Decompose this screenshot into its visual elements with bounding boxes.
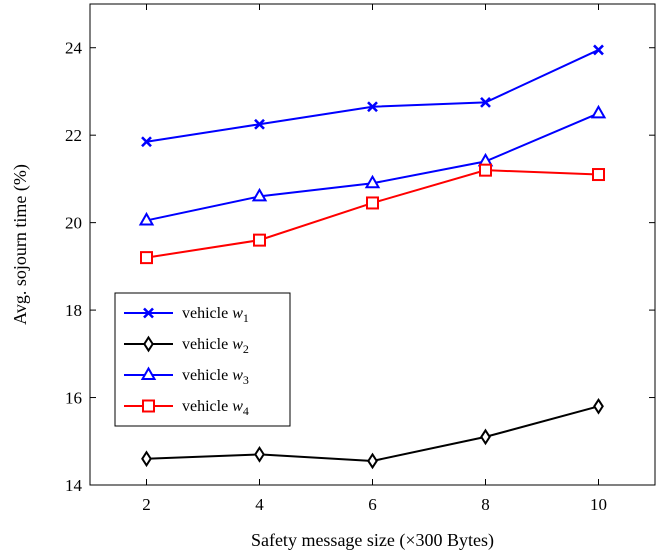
data-point <box>367 452 378 470</box>
data-point <box>140 251 153 265</box>
series-layer <box>138 44 607 470</box>
data-point <box>364 174 381 189</box>
legend-item: vehicle w4 <box>124 398 249 418</box>
legend-item: vehicle w2 <box>124 335 249 356</box>
data-point <box>138 211 155 226</box>
legend-item: vehicle w3 <box>124 366 249 387</box>
legend-item: vehicle w1 <box>124 305 249 325</box>
y-tick-label: 14 <box>65 476 83 495</box>
legend-label: vehicle w1 <box>182 305 249 325</box>
series-3 <box>138 104 607 226</box>
y-tick-label: 16 <box>65 389 82 408</box>
series-line <box>146 49 599 143</box>
x-tick-label: 4 <box>255 495 264 514</box>
x-tick-label: 2 <box>142 495 151 514</box>
y-tick-label: 18 <box>65 301 82 320</box>
legend-label: vehicle w3 <box>182 367 249 387</box>
data-point <box>141 136 152 148</box>
data-point <box>480 96 491 108</box>
x-tick-label: 6 <box>368 495 377 514</box>
data-point <box>254 118 265 130</box>
legend-marker <box>143 335 154 353</box>
data-point <box>366 196 379 210</box>
data-point <box>593 397 604 415</box>
x-tick-label: 10 <box>590 495 607 514</box>
data-point <box>480 428 491 446</box>
legend: vehicle w1 vehicle w2 vehicle w3 vehicle w4 <box>114 292 291 427</box>
data-point <box>367 101 378 113</box>
y-tick-label: 20 <box>65 214 82 233</box>
legend-marker <box>140 366 157 380</box>
data-point <box>592 168 605 182</box>
data-point <box>141 450 152 468</box>
legend-marker <box>142 399 155 413</box>
data-point <box>251 187 268 202</box>
x-tick-label: 8 <box>481 495 490 514</box>
legend-label: vehicle w4 <box>182 398 249 418</box>
y-tick-label: 22 <box>65 126 82 145</box>
series-4 <box>140 163 605 265</box>
data-point <box>590 104 607 119</box>
data-point <box>253 233 266 247</box>
y-tick-label: 24 <box>65 39 83 58</box>
data-point <box>479 163 492 177</box>
series-1 <box>141 44 604 148</box>
series-2 <box>141 397 604 470</box>
data-point <box>593 44 604 56</box>
data-point <box>254 446 265 463</box>
legend-marker <box>143 307 154 319</box>
legend-label: vehicle w2 <box>182 336 249 356</box>
y-axis-label: Avg. sojourn time (%) <box>10 164 31 325</box>
x-axis-label: Safety message size (×300 Bytes) <box>251 530 494 551</box>
